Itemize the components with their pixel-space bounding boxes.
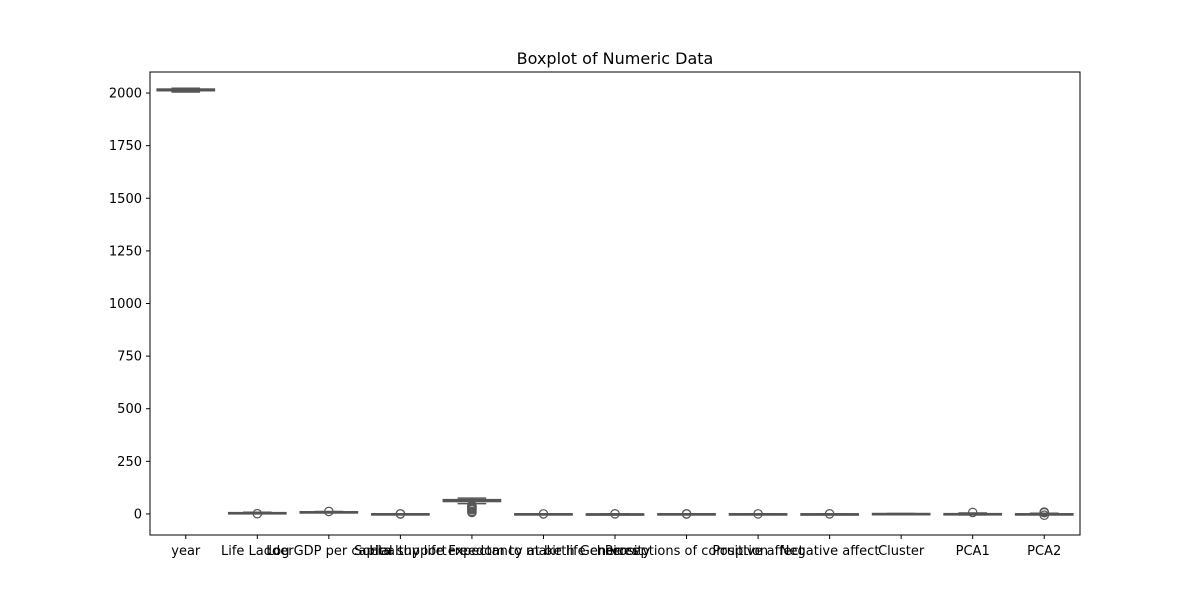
x-tick-label: Healthy life expectancy at birth <box>369 544 574 559</box>
axes-frame <box>149 71 1081 536</box>
x-tick-label: Generosity <box>580 544 651 559</box>
y-tick-label: 0 <box>134 507 142 522</box>
y-tick-label: 500 <box>117 402 142 417</box>
x-tick-label: PCA2 <box>1027 544 1061 559</box>
x-tick-label: Positive affect <box>712 544 803 559</box>
y-tick-label: 1500 <box>109 192 142 207</box>
x-tick-label: Social support <box>354 544 447 559</box>
box-outlier <box>467 507 477 518</box>
x-tick-label: Freedom to make life choices <box>448 544 639 559</box>
y-tick-label: 2000 <box>109 87 142 102</box>
box-outlier <box>967 507 978 518</box>
y-tick-label: 1750 <box>109 139 142 154</box>
box-outlier <box>324 506 334 517</box>
y-tick-label: 1250 <box>109 244 142 259</box>
x-tick-label: Life Ladder <box>221 544 294 559</box>
box-outlier <box>1039 510 1050 521</box>
x-tick-label: Log GDP per capita <box>266 544 391 559</box>
box-outlier <box>252 508 263 519</box>
x-tick-label: Perceptions of corruption <box>605 544 768 559</box>
box-outlier <box>681 509 692 519</box>
y-tick-label: 1000 <box>109 297 142 312</box>
box-outlier <box>538 509 549 519</box>
y-tick-label: 250 <box>117 455 142 470</box>
box-outlier <box>753 509 763 519</box>
plot-area: 0 250 500 750 1000 1250 1500 1750 2000 year Life L… <box>109 71 1081 559</box>
x-tick-label: year <box>171 544 201 559</box>
x-tick-label: Cluster <box>878 544 925 559</box>
box-outlier <box>395 509 406 519</box>
box-outlier <box>824 509 835 519</box>
y-tick-label: 750 <box>117 350 142 365</box>
x-tick-label: PCA1 <box>956 544 990 559</box>
box-outlier <box>610 509 620 519</box>
x-tick-label: Negative affect <box>780 544 880 559</box>
chart-title: Boxplot of Numeric Data <box>517 49 714 68</box>
box-outlier <box>1039 507 1050 517</box>
